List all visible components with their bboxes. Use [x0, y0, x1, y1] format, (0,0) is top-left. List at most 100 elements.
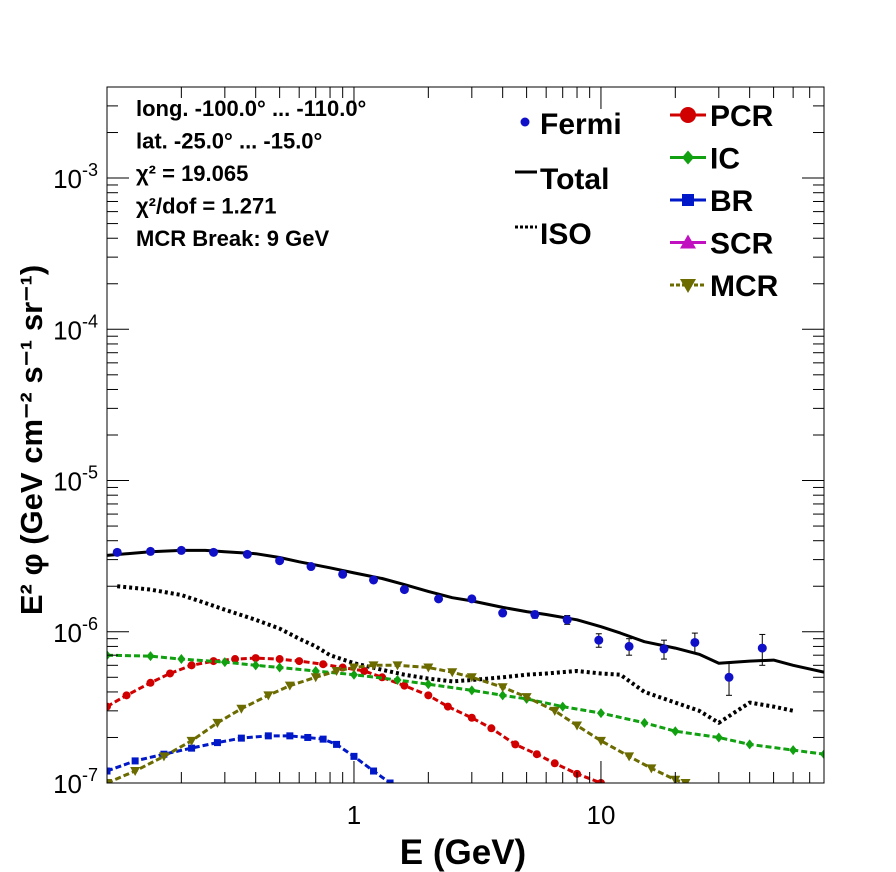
series-point-mcr	[595, 736, 606, 746]
series-total	[107, 548, 824, 674]
fermi-point	[594, 635, 604, 645]
series-point-ic	[498, 690, 507, 701]
series-point-pcr	[617, 786, 625, 794]
series-point-br	[237, 734, 245, 742]
legend-label-fermi: Fermi	[540, 108, 622, 141]
legend-marker-fermi	[520, 117, 530, 127]
x-tick-label: 10	[586, 800, 615, 830]
series-point-pcr	[107, 702, 111, 711]
legend-label-ic: IC	[710, 143, 740, 176]
series-point-mcr	[447, 668, 458, 678]
series-point-ic	[251, 660, 260, 671]
fermi-point	[724, 672, 734, 682]
legend-marker-pcr	[680, 107, 696, 123]
series-br	[107, 732, 394, 783]
legend-label-br: BR	[710, 185, 754, 218]
series-point-ic	[275, 662, 284, 673]
series-point-pcr	[319, 660, 328, 669]
fermi-point	[659, 644, 669, 654]
series-point-br	[350, 752, 358, 760]
series-point-mcr	[130, 767, 141, 777]
series-point-ic	[640, 717, 649, 728]
y-tick-label: 10-7	[53, 765, 98, 799]
series-point-mcr	[680, 779, 691, 783]
series-point-ic	[671, 726, 680, 737]
series-point-mcr	[263, 691, 274, 701]
y-tick-label: 10-6	[53, 614, 98, 648]
y-tick-label: 10-5	[53, 463, 98, 497]
series-point-mcr	[236, 704, 247, 714]
series-point-mcr	[348, 663, 359, 673]
series-point-pcr	[532, 750, 541, 759]
y-tick-labels: 10-7 10-6 10-5 10-4 10-3	[53, 160, 98, 799]
series-point-br	[107, 767, 111, 775]
series-line-total	[107, 548, 824, 674]
legend-marker-br	[682, 194, 694, 206]
series-point-ic	[789, 745, 798, 756]
legend-data: Fermi Total ISO	[515, 108, 622, 251]
fermi-point	[467, 594, 477, 604]
series-point-br	[386, 779, 394, 783]
fermi-point	[562, 615, 572, 625]
fit-info-line: lat. -25.0° ... -15.0°	[136, 129, 322, 154]
series-point-br	[304, 733, 312, 741]
y-tick-label: 10-4	[53, 311, 98, 345]
x-axis-title: E (GeV)	[400, 833, 526, 872]
series-point-pcr	[487, 724, 496, 733]
series-iso	[116, 584, 794, 725]
series-layer	[107, 548, 824, 794]
series-point-br	[131, 757, 139, 765]
fermi-point	[338, 569, 348, 579]
series-point-mcr	[212, 718, 223, 728]
series-point-pcr	[511, 740, 520, 749]
series-point-mcr	[549, 706, 560, 716]
fermi-point	[399, 585, 409, 595]
legend-label-total: Total	[540, 163, 609, 196]
series-point-pcr	[467, 713, 476, 722]
legend-label-pcr: PCR	[710, 100, 774, 133]
fermi-point	[176, 545, 186, 555]
fit-info-line: long. -100.0° ... -110.0°	[136, 96, 366, 121]
legend-marker-scr	[680, 234, 696, 249]
series-point-pcr	[424, 691, 433, 700]
series-point-mcr	[107, 779, 112, 783]
series-line-ic	[107, 653, 824, 756]
series-point-mcr	[624, 752, 635, 762]
series-point-mcr	[310, 673, 321, 683]
legend-components: PCR IC BR SCR MCR	[670, 100, 779, 303]
series-pcr	[107, 654, 625, 794]
series-point-br	[286, 732, 294, 740]
fermi-point	[209, 547, 219, 557]
series-point-br	[188, 744, 196, 752]
series-point-pcr	[275, 655, 284, 664]
fermi-point	[530, 610, 540, 620]
fermi-point	[624, 641, 634, 651]
fit-info-line: χ²/dof = 1.271	[136, 194, 276, 219]
fermi-point	[112, 547, 122, 557]
series-point-pcr	[146, 678, 155, 687]
legend-label-scr: SCR	[710, 228, 774, 261]
series-point-mcr	[466, 673, 477, 683]
series-ic	[107, 650, 824, 760]
fit-info-line: χ² = 19.065	[136, 161, 248, 186]
axis-ticks	[106, 86, 825, 784]
series-point-ic	[745, 739, 754, 750]
series-line-iso	[116, 584, 794, 725]
series-point-pcr	[166, 669, 175, 678]
series-point-ic	[349, 669, 358, 680]
series-point-pcr	[400, 681, 409, 690]
series-point-ic	[146, 651, 155, 662]
series-point-ic	[714, 732, 723, 743]
series-point-pcr	[360, 667, 369, 676]
series-point-mcr	[368, 661, 379, 671]
series-point-pcr	[251, 654, 260, 663]
fermi-point	[690, 637, 700, 647]
series-point-pcr	[122, 691, 131, 700]
series-point-ic	[220, 657, 229, 668]
series-point-mcr	[521, 693, 532, 703]
series-point-ic	[596, 708, 605, 719]
series-point-pcr	[443, 702, 452, 711]
series-mcr	[107, 661, 691, 783]
series-line-br	[107, 734, 391, 783]
fermi-point	[757, 643, 767, 653]
